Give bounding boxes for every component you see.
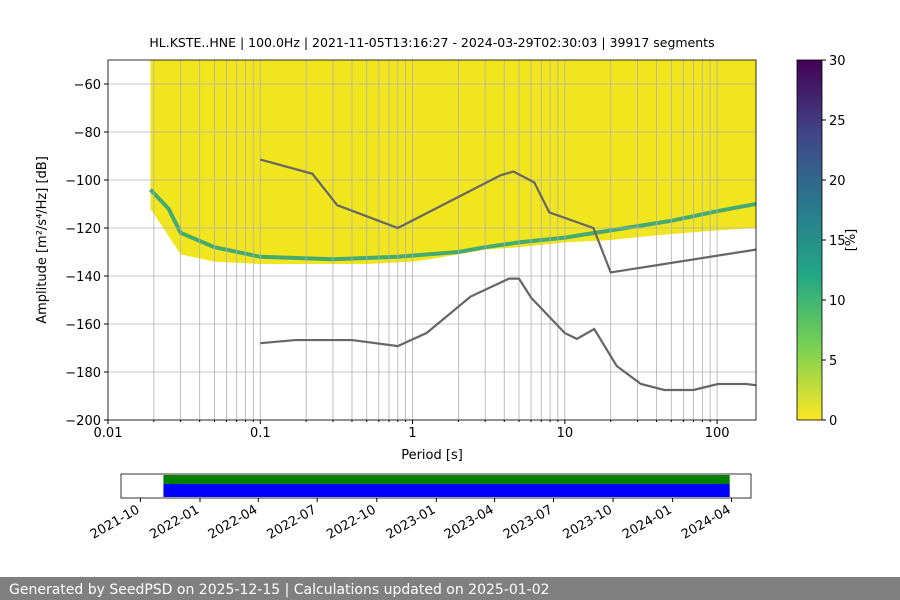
y-tick-label: −160 [65,318,101,333]
colorbar-label: [%] [844,229,859,252]
colorbar-tick-label: 10 [829,294,846,309]
timeline-tick-label: 2023-01 [384,502,439,542]
timeline-tick-label: 2021-10 [88,502,143,542]
y-axis-label: Amplitude [m²/s⁴/Hz] [dB] [35,156,50,324]
timeline-tick-label: 2023-07 [501,502,556,542]
y-tick-label: −100 [65,174,101,189]
availability-bar [163,475,730,484]
footer-text: Generated by SeedPSD on 2025-12-15 | Cal… [9,582,550,598]
colorbar-tick-label: 25 [829,114,846,129]
x-axis-label: Period [s] [401,448,463,463]
timeline-tick-label: 2022-07 [265,502,320,542]
y-tick-label: −180 [65,366,101,381]
footer-bar [0,577,900,600]
y-tick-label: −120 [65,222,101,237]
colorbar-tick-label: 5 [829,354,837,369]
timeline-tick-label: 2024-01 [620,502,675,542]
x-tick-label: 10 [557,426,574,441]
y-tick-label: −200 [65,414,101,429]
timeline-tick-label: 2023-10 [561,502,616,542]
noise-model-line [259,158,756,274]
ppsd-coverage [150,60,756,264]
timeline-tick-label: 2023-04 [442,502,497,542]
x-tick-label: 1 [408,426,416,441]
chart-title: HL.KSTE..HNE | 100.0Hz | 2021-11-05T13:1… [149,35,714,50]
timeline-tick-label: 2024-04 [679,502,734,542]
colorbar-tick-label: 0 [829,414,837,429]
colorbar-tick-label: 20 [829,174,846,189]
colorbar [797,60,822,420]
colorbar-tick-label: 30 [829,54,846,69]
availability-bar [163,484,730,497]
timeline-frame [120,473,752,499]
axes-frame [107,59,757,421]
x-tick-label: 0.1 [250,426,271,441]
timeline-tick-label: 2022-04 [206,502,261,542]
x-tick-label: 100 [705,426,730,441]
colorbar-tick-label: 15 [829,234,846,249]
x-tick-label: 0.01 [94,426,123,441]
y-tick-label: −140 [65,270,101,285]
timeline: 2021-10 2022-01 2022-04 2022-07 2022-10 2023-… [88,475,734,543]
timeline-tick-label: 2022-10 [324,502,379,542]
plot-area: 0.01 0.1 1 10 100 −60 −80 −100 −120 −140 −160 −180 −… [65,60,756,441]
y-tick-label: −60 [74,78,101,93]
y-tick-label: −80 [74,126,101,141]
timeline-tick-label: 2022-01 [147,502,202,542]
noise-model-line [260,277,756,392]
